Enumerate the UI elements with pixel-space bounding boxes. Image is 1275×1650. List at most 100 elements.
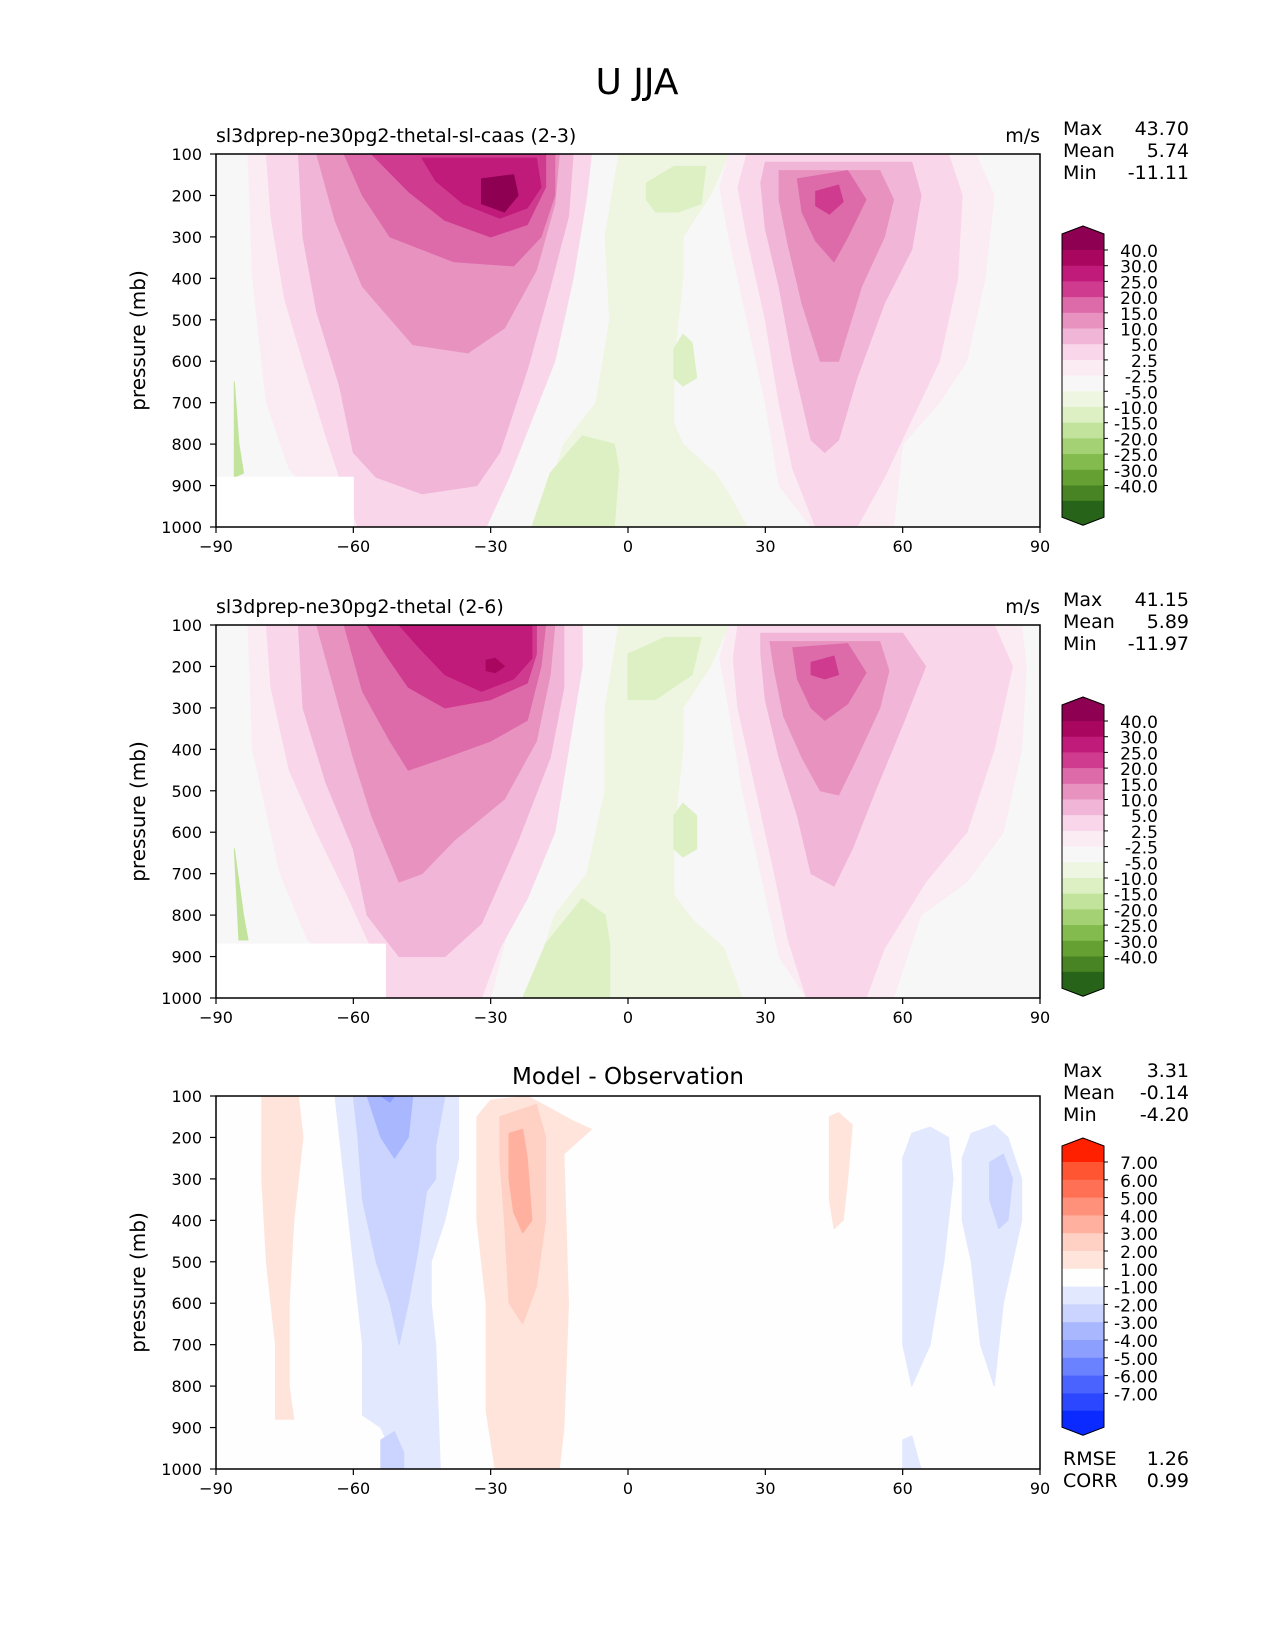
colorbar-swatch bbox=[1062, 407, 1104, 424]
y-tick-label: 500 bbox=[171, 311, 202, 330]
colorbar-swatch bbox=[1062, 1162, 1104, 1181]
colorbar: 40.030.025.020.015.010.05.02.5-2.5-5.0-1… bbox=[1061, 696, 1158, 997]
colorbar-swatch bbox=[1062, 752, 1104, 769]
colorbar-label: 25.0 bbox=[1120, 273, 1158, 293]
contour-region bbox=[902, 1435, 922, 1469]
colorbar-swatch bbox=[1062, 1215, 1104, 1234]
colorbar-label: -40.0 bbox=[1114, 478, 1158, 498]
panel-title: Model - Observation bbox=[512, 1064, 744, 1090]
x-tick-label: 60 bbox=[892, 1479, 912, 1498]
contour-region bbox=[216, 476, 354, 527]
colorbar-swatch bbox=[1062, 736, 1104, 753]
y-tick-label: 600 bbox=[171, 1294, 202, 1313]
colorbar-swatch bbox=[1062, 1268, 1104, 1288]
colorbar-label: 3.00 bbox=[1120, 1225, 1158, 1245]
y-tick-label: 200 bbox=[171, 657, 202, 676]
colorbar-label: -5.0 bbox=[1125, 854, 1158, 874]
stat-value-min: -4.20 bbox=[1140, 1104, 1189, 1126]
x-tick-label: 30 bbox=[755, 1008, 775, 1027]
x-tick-label: −60 bbox=[336, 537, 370, 556]
contour-region bbox=[352, 1096, 446, 1346]
contour-region bbox=[902, 1126, 954, 1387]
panel-units: m/s bbox=[1005, 596, 1040, 618]
y-tick-label: 700 bbox=[171, 1336, 202, 1355]
colorbar-label: 5.0 bbox=[1131, 807, 1158, 827]
colorbar-swatch bbox=[1062, 422, 1104, 439]
colorbar-label: 2.00 bbox=[1120, 1243, 1158, 1263]
colorbar-extend-max bbox=[1061, 1137, 1105, 1163]
colorbar-extend-min bbox=[1061, 500, 1105, 526]
y-tick-label: 100 bbox=[171, 616, 202, 635]
stat-value-mean: 5.74 bbox=[1147, 140, 1189, 162]
colorbar-label: 2.5 bbox=[1131, 352, 1158, 372]
colorbar-label: 2.5 bbox=[1131, 823, 1158, 843]
colorbar-swatch bbox=[1062, 925, 1104, 942]
stats-block: Max 43.70 Mean 5.74 Min -11.11 bbox=[1063, 118, 1189, 184]
y-tick-label: 400 bbox=[171, 1211, 202, 1230]
y-tick-label: 700 bbox=[171, 865, 202, 884]
contour-region bbox=[989, 1153, 1013, 1230]
stat-label-min: Min bbox=[1063, 1104, 1097, 1126]
stat-value-rmse: 1.26 bbox=[1147, 1448, 1189, 1470]
y-tick-label: 600 bbox=[171, 352, 202, 371]
x-tick-label: −30 bbox=[474, 1479, 508, 1498]
colorbar-label: 5.00 bbox=[1120, 1190, 1158, 1210]
x-tick-label: 0 bbox=[623, 537, 633, 556]
x-tick-label: 30 bbox=[755, 1479, 775, 1498]
contour-region bbox=[815, 184, 844, 215]
colorbar-swatch bbox=[1062, 909, 1104, 926]
y-tick-label: 500 bbox=[171, 1253, 202, 1272]
colorbar-label: 7.00 bbox=[1120, 1154, 1158, 1174]
colorbar-label: 5.0 bbox=[1131, 336, 1158, 356]
x-tick-label: −60 bbox=[336, 1008, 370, 1027]
y-tick-label: 300 bbox=[171, 228, 202, 247]
y-tick-label: 1000 bbox=[161, 518, 202, 537]
stat-value-mean: 5.89 bbox=[1147, 611, 1189, 633]
colorbar-label: 15.0 bbox=[1120, 776, 1158, 796]
colorbar-label: 40.0 bbox=[1120, 713, 1158, 733]
colorbar-label: -20.0 bbox=[1114, 430, 1158, 450]
colorbar-label: -3.00 bbox=[1114, 1314, 1158, 1334]
colorbar-label: 15.0 bbox=[1120, 305, 1158, 325]
colorbar-swatch bbox=[1062, 721, 1104, 738]
y-tick-label: 100 bbox=[171, 145, 202, 164]
contour-region bbox=[673, 333, 698, 387]
y-tick-label: 100 bbox=[171, 1087, 202, 1106]
contour-region bbox=[645, 165, 707, 213]
colorbar-label: 30.0 bbox=[1120, 729, 1158, 749]
y-tick-label: 600 bbox=[171, 823, 202, 842]
colorbar-swatch bbox=[1062, 1179, 1104, 1199]
stat-value-corr: 0.99 bbox=[1147, 1470, 1189, 1492]
colorbar-extend-max bbox=[1061, 696, 1105, 722]
contour-region bbox=[535, 154, 748, 527]
colorbar-swatch bbox=[1062, 359, 1104, 377]
y-tick-label: 400 bbox=[171, 740, 202, 759]
colorbar-swatch bbox=[1062, 1357, 1104, 1377]
colorbar-extend-min bbox=[1061, 1410, 1105, 1436]
contour-region bbox=[380, 1431, 405, 1469]
colorbar-swatch bbox=[1062, 281, 1104, 298]
contour-region bbox=[673, 802, 698, 858]
colorbar-label: -5.0 bbox=[1125, 383, 1158, 403]
stat-value-mean: -0.14 bbox=[1140, 1082, 1189, 1104]
colorbar-label: -2.5 bbox=[1125, 368, 1158, 388]
colorbar-swatch bbox=[1062, 250, 1104, 267]
colorbar-label: -30.0 bbox=[1114, 462, 1158, 482]
x-tick-label: −90 bbox=[199, 1008, 233, 1027]
colorbar-swatch bbox=[1062, 1322, 1104, 1341]
colorbar-swatch bbox=[1062, 1286, 1104, 1305]
colorbar-swatch bbox=[1062, 893, 1104, 910]
colorbar-swatch bbox=[1062, 344, 1104, 361]
contour-region bbox=[508, 1128, 533, 1234]
x-tick-label: 60 bbox=[892, 1008, 912, 1027]
stats-block: Max 41.15 Mean 5.89 Min -11.97 bbox=[1063, 589, 1189, 655]
colorbar-label: 30.0 bbox=[1120, 258, 1158, 278]
stat-label-mean: Mean bbox=[1063, 611, 1115, 633]
colorbar-swatch bbox=[1062, 1375, 1104, 1394]
colorbar-extend-max bbox=[1061, 225, 1105, 251]
y-tick-label: 300 bbox=[171, 1170, 202, 1189]
contour-region bbox=[233, 848, 249, 941]
y-tick-label: 1000 bbox=[161, 989, 202, 1008]
